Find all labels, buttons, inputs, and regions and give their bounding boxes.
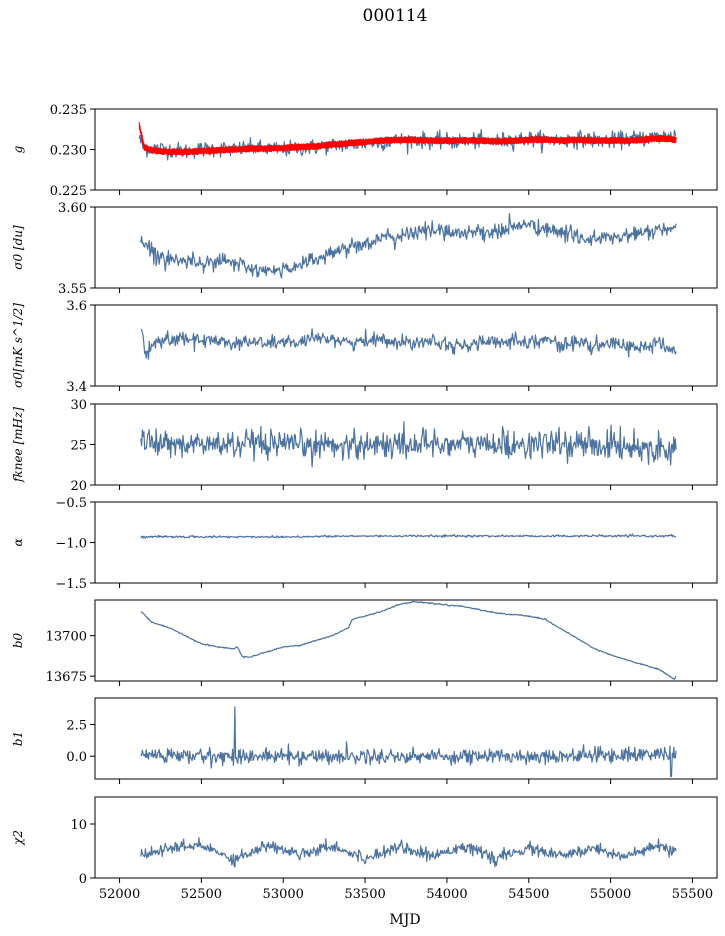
y-tick-label: 3.6 <box>66 299 87 314</box>
y-axis-label: b1 <box>11 731 25 746</box>
plot-area <box>140 533 677 539</box>
series-line-1 <box>140 533 677 539</box>
axes-frame <box>94 501 718 584</box>
y-axis-label: σ0[mK s^1/2] <box>11 303 25 388</box>
y-tick-label: 20 <box>70 479 87 494</box>
x-tick-label: 54500 <box>508 887 549 902</box>
series-line-1 <box>140 837 677 868</box>
plot-area <box>140 328 677 360</box>
series-line-1 <box>140 328 677 360</box>
x-tick-label: 52500 <box>181 887 222 902</box>
panel-7: 0.0 2.5 b1 <box>11 697 718 784</box>
x-tick-label: 52000 <box>99 887 140 902</box>
plot-area <box>138 122 677 161</box>
plot-area <box>140 212 677 279</box>
x-tick-label: 54000 <box>426 887 467 902</box>
axes-frame <box>94 599 718 682</box>
y-tick-label: −1.0 <box>55 537 87 552</box>
axes-frame <box>94 796 718 879</box>
y-tick-label: 0 <box>79 872 87 887</box>
y-tick-label: 0.235 <box>50 103 87 118</box>
y-tick-label: 0.230 <box>50 144 87 159</box>
panels-group: 0.225 0.230 0.235 g 3.55 3.60 σ0 [du] 3.4 3.6 σ0[… <box>11 103 718 902</box>
y-axis-label: g <box>11 145 25 153</box>
y-tick-label: 3.55 <box>58 282 87 297</box>
y-tick-label: −1.5 <box>55 577 87 592</box>
series-line-2 <box>138 122 677 156</box>
y-tick-label: 0.225 <box>50 184 87 199</box>
y-tick-label: 0.0 <box>66 750 87 765</box>
series-line-1 <box>140 212 677 279</box>
panel-5: −1.5 −1.0 −0.5 α <box>11 496 718 592</box>
series-line-1 <box>140 600 677 680</box>
y-tick-label: 3.60 <box>58 201 87 216</box>
panel-1: 0.225 0.230 0.235 g <box>11 103 718 199</box>
x-tick-label: 55500 <box>672 887 713 902</box>
y-tick-label: 10 <box>70 818 87 833</box>
y-tick-label: 30 <box>70 398 87 413</box>
y-axis-label: χ2 <box>11 830 25 846</box>
y-axis-label: b0 <box>11 632 25 648</box>
panel-3: 3.4 3.6 σ0[mK s^1/2] <box>11 299 718 395</box>
series-line-1 <box>140 706 677 778</box>
axes-frame <box>94 697 718 780</box>
x-tick-label: 55000 <box>590 887 631 902</box>
y-tick-label: 13700 <box>46 630 87 645</box>
x-axis-label: MJD <box>389 912 420 928</box>
series-line-1 <box>138 128 677 161</box>
plot-area <box>140 706 677 778</box>
y-tick-label: 3.4 <box>66 380 87 395</box>
y-tick-label: −0.5 <box>55 496 87 511</box>
y-tick-label: 13675 <box>46 670 87 685</box>
plot-area <box>140 421 677 468</box>
figure-title: 000114 <box>362 6 428 26</box>
y-tick-label: 2.5 <box>66 719 87 734</box>
y-axis-label: fknee [mHz] <box>11 407 25 483</box>
axes-frame <box>94 304 718 387</box>
panel-6: 13675 13700 b0 <box>11 599 718 686</box>
y-axis-label: σ0 [du] <box>11 225 25 270</box>
axes-frame <box>94 206 718 289</box>
panel-4: 20 25 30 fknee [mHz] <box>11 398 718 494</box>
series-line-1 <box>140 421 677 468</box>
plot-area <box>140 600 677 680</box>
y-tick-label: 25 <box>70 439 87 454</box>
panel-2: 3.55 3.60 σ0 [du] <box>11 201 718 297</box>
panel-8: 0 10 52000 52500 53000 53500 54000 54500 55000 55… <box>11 796 718 902</box>
y-axis-label: α <box>11 538 25 546</box>
x-tick-label: 53500 <box>344 887 385 902</box>
plot-area <box>140 837 677 868</box>
x-tick-label: 53000 <box>263 887 304 902</box>
